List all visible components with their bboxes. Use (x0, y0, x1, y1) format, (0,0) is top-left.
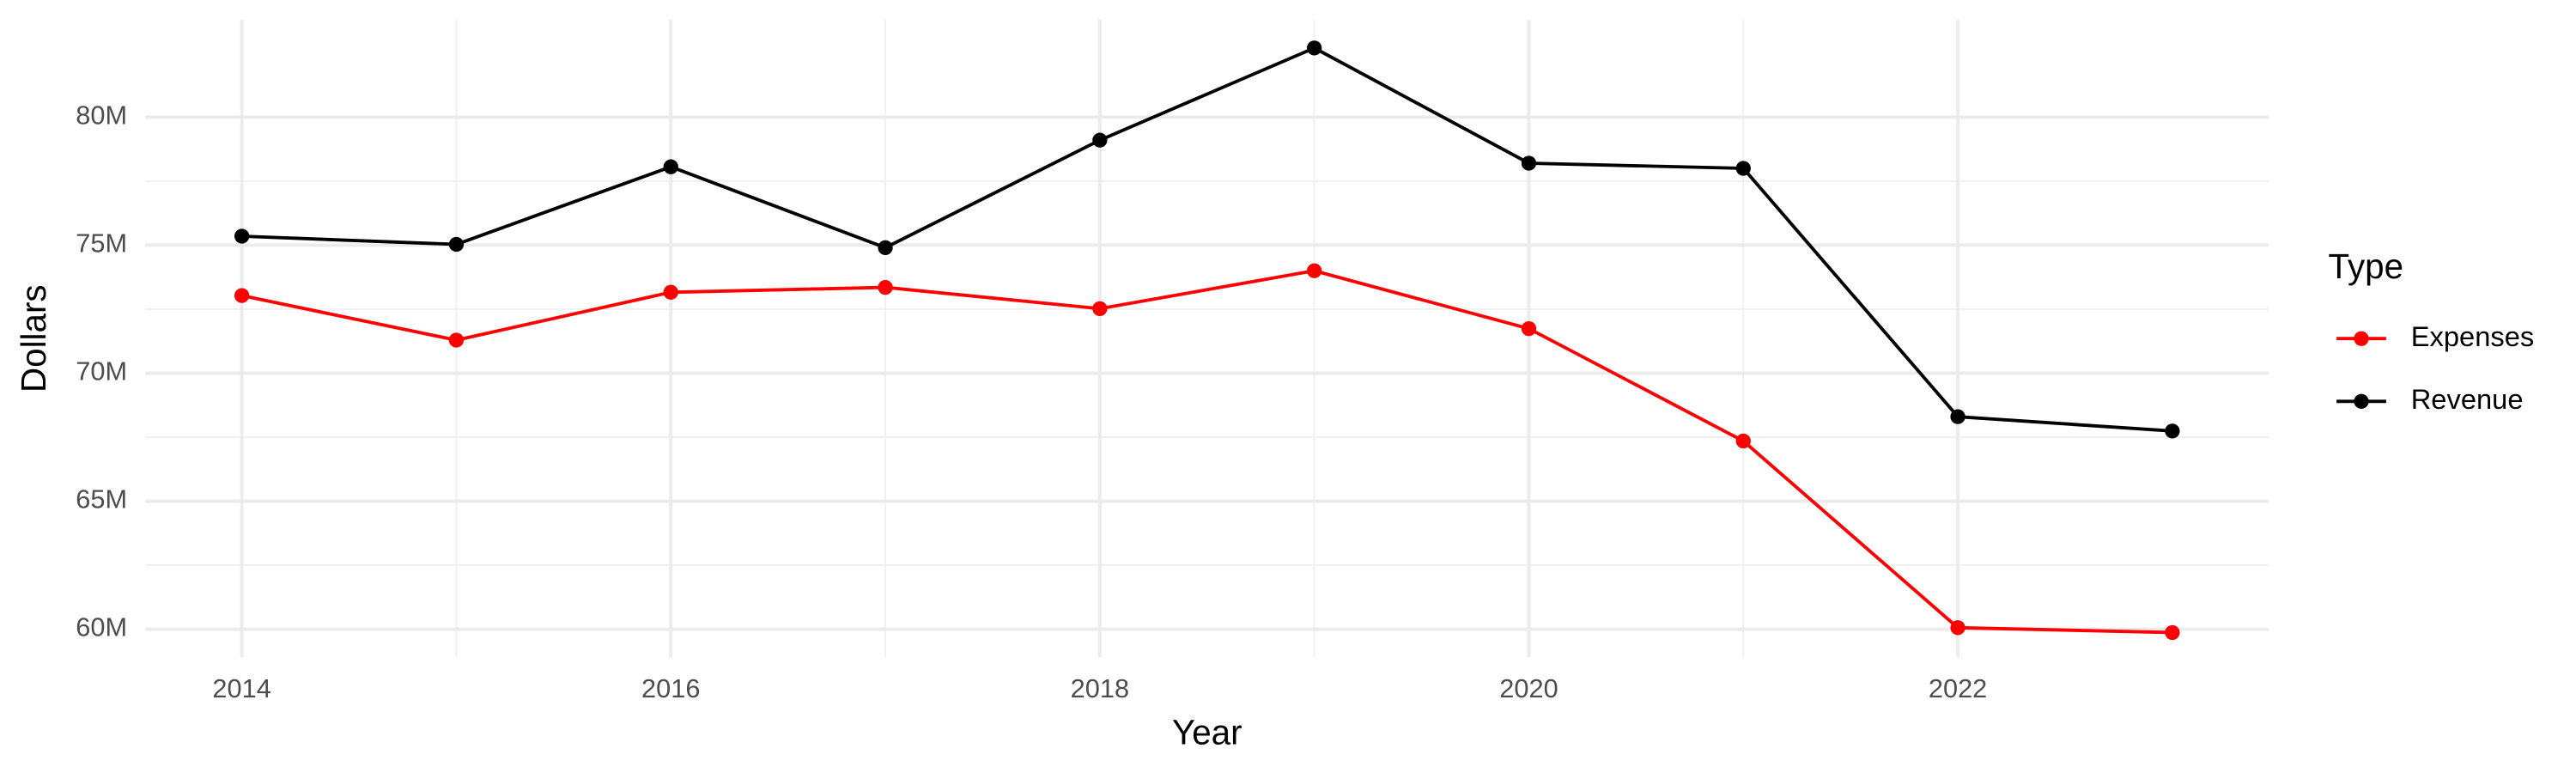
data-point (1735, 161, 1751, 176)
data-point (1092, 301, 1108, 317)
legend-label: Revenue (2411, 383, 2524, 415)
data-point (2165, 423, 2180, 439)
y-tick-label: 65M (76, 484, 127, 514)
y-tick-label: 60M (76, 612, 127, 642)
data-point (448, 236, 465, 253)
data-point (234, 288, 250, 303)
y-tick-label: 70M (76, 356, 127, 386)
series-line (241, 46, 2173, 433)
data-point (878, 279, 893, 295)
legend-title: Type (2329, 247, 2404, 286)
data-point (448, 332, 465, 348)
legend-key-point (2354, 331, 2369, 346)
series-line (241, 269, 2172, 635)
data-point (1307, 40, 1322, 56)
data-point (1521, 320, 1537, 337)
data-point (2165, 624, 2180, 641)
x-tick-label: 2018 (1071, 673, 1129, 703)
x-tick-label: 2016 (641, 673, 700, 703)
y-tick-label: 80M (76, 100, 127, 130)
legend-label: Expenses (2411, 320, 2535, 352)
y-tick-label: 75M (76, 228, 127, 259)
x-axis-title: Year (1172, 712, 1242, 752)
data-point (663, 284, 678, 300)
data-point (878, 240, 893, 256)
data-point (1735, 433, 1751, 449)
y-axis-title: Dollars (14, 284, 53, 393)
data-point (1521, 155, 1537, 171)
data-point (1307, 263, 1322, 278)
data-point (1950, 620, 1965, 636)
data-point (1092, 132, 1108, 148)
x-tick-label: 2022 (1929, 673, 1987, 703)
legend-key-point (2354, 393, 2369, 409)
data-point (663, 159, 678, 174)
data-point (234, 228, 250, 244)
x-tick-label: 2020 (1499, 673, 1558, 703)
x-tick-label: 2014 (212, 673, 270, 703)
data-point (1950, 409, 1965, 424)
